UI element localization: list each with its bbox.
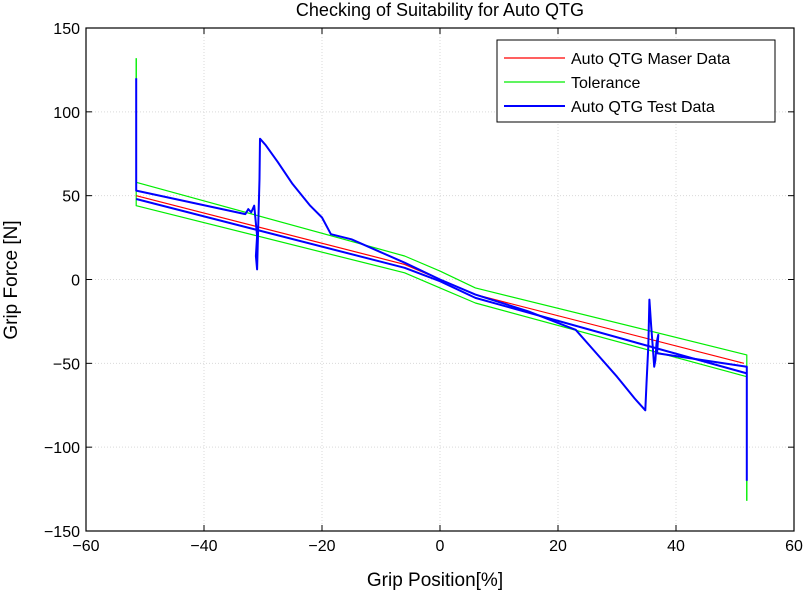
x-tick-label: −40 [190,538,217,555]
x-tick-label: 20 [549,538,567,555]
x-tick-label: 0 [436,538,445,555]
legend-box [496,39,776,123]
legend-label: Auto QTG Test Data [571,99,715,116]
ticks: −60 −40 −20 0 20 40 60 −150 −100 −50 0 50 100 150 [44,21,803,555]
y-tick-label: −50 [53,356,80,373]
grid [86,28,794,531]
series-line-auto-qtg-test-data [135,78,748,481]
series-line-auto-qtg-test-data [135,198,748,375]
x-tick-label: −60 [72,538,99,555]
legend-label: Tolerance [571,75,640,92]
series-layer [135,58,748,501]
y-tick-label: 100 [53,105,80,122]
legend-label: Auto QTG Maser Data [571,51,730,68]
chart-title: Checking of Suitability for Auto QTG [296,0,584,20]
y-tick-label: 150 [53,21,80,38]
y-tick-label: −150 [44,524,80,541]
y-tick-label: 50 [62,189,80,206]
y-tick-label: 0 [71,273,80,290]
x-tick-label: 60 [785,538,803,555]
x-tick-label: 40 [667,538,685,555]
x-axis-title: Grip Position[%] [367,570,503,591]
y-tick-label: −100 [44,440,80,457]
x-tick-label: −20 [308,538,335,555]
y-axis-title: Grip Force [N] [1,220,22,339]
legend: Auto QTG Maser Data Tolerance Auto QTG Tes… [496,39,776,123]
